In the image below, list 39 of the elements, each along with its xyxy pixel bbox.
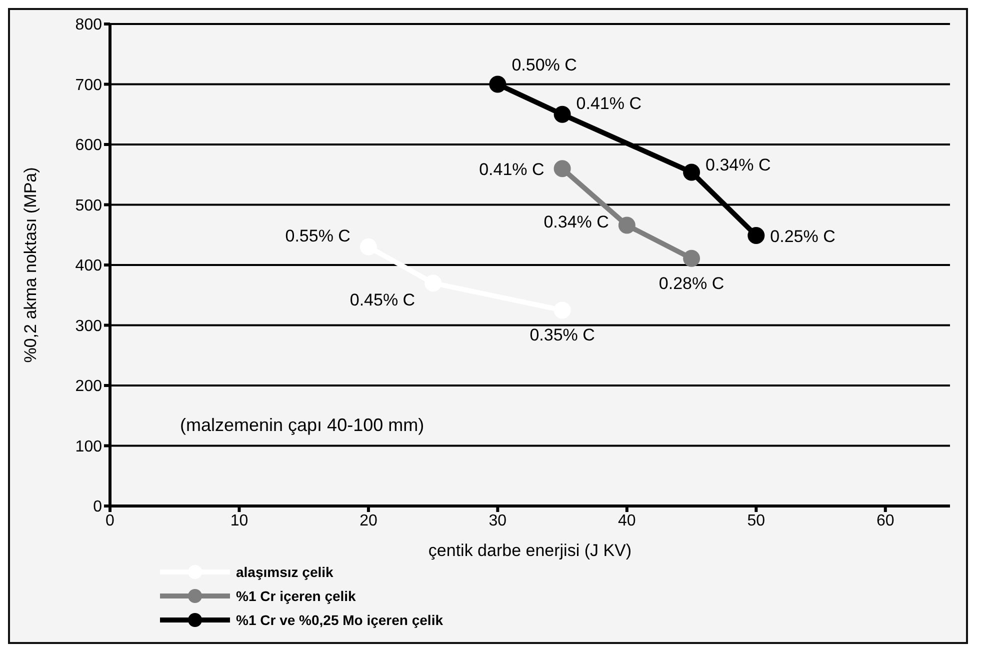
x-tick-label: 10 [230, 512, 248, 530]
point [683, 164, 700, 181]
x-tick-label: 30 [488, 512, 507, 530]
legend-label: %1 Cr ve %0,25 Mo içeren çelik [236, 612, 443, 628]
x-tick-label: 40 [618, 512, 636, 530]
y-tick-label: 700 [75, 76, 102, 94]
y-tick-label: 800 [75, 16, 102, 34]
annotation: 0.41% C [576, 94, 642, 113]
point [683, 250, 700, 267]
y-tick-label: 400 [75, 258, 102, 275]
point [554, 160, 571, 178]
annotation: (malzemenin çapı 40-100 mm) [180, 415, 424, 436]
x-tick-label: 0 [106, 512, 115, 530]
point [489, 76, 506, 93]
y-tick-label: 100 [75, 438, 102, 456]
annotation: 0.35% C [530, 326, 595, 345]
annotation: 0.55% C [285, 226, 350, 246]
y-axis-title: %0,2 akma noktası (MPa) [21, 167, 40, 363]
y-tick-label: 500 [75, 197, 102, 214]
annotation: 0.50% C [512, 56, 577, 75]
annotation: 0.34% C [544, 212, 609, 232]
point [554, 106, 571, 123]
y-tick-label: 0 [93, 498, 102, 516]
x-axis-title: çentik darbe enerjisi (J KV) [428, 541, 632, 560]
point [618, 216, 636, 234]
x-tick-label: 20 [360, 512, 378, 530]
annotation: 0.34% C [706, 156, 771, 175]
legend-label: %1 Cr içeren çelik [236, 588, 356, 604]
annotation: 0.45% C [350, 290, 416, 310]
annotation: 0.28% C [658, 274, 724, 293]
x-tick-label: 50 [747, 512, 766, 530]
annotation: 0.25% C [770, 226, 836, 246]
y-tick-label: 300 [75, 318, 102, 335]
annotation: 0.41% C [479, 160, 544, 180]
y-tick-label: 600 [75, 137, 102, 154]
x-tick-label: 60 [876, 512, 894, 530]
point [748, 226, 765, 244]
legend-label: alaşımsız çelik [236, 564, 334, 580]
y-tick-label: 200 [75, 378, 102, 396]
